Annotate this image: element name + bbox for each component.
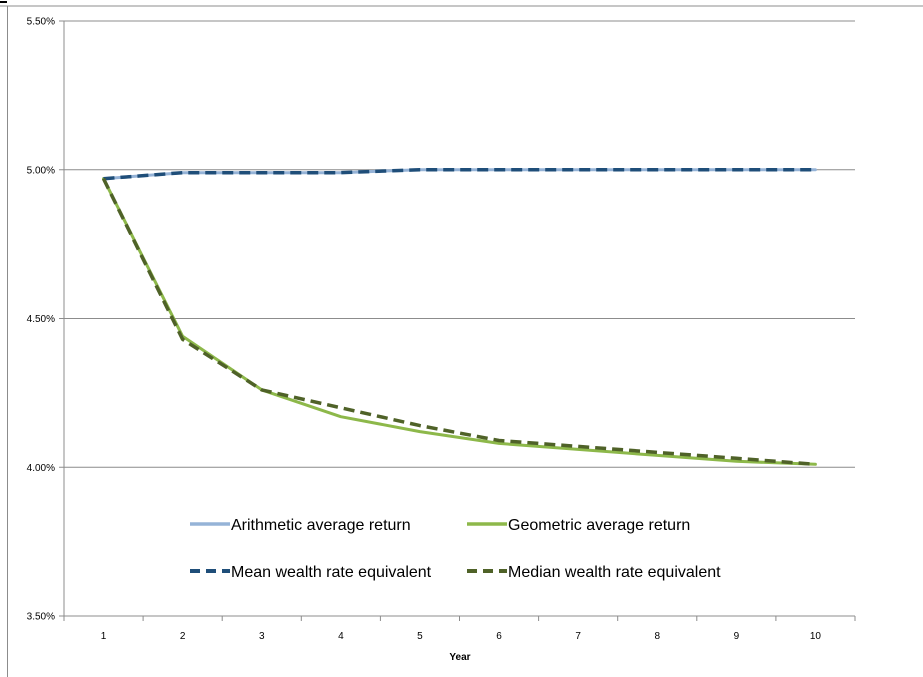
series-lines — [101, 167, 817, 467]
x-tick-label: 4 — [338, 631, 344, 642]
legend-label: Mean wealth rate equivalent — [231, 564, 432, 581]
y-tick-label: 3.50% — [27, 612, 55, 623]
series-line-2 — [102, 177, 817, 466]
legend-label: Median wealth rate equivalent — [508, 564, 721, 581]
x-tick-label: 9 — [734, 631, 740, 642]
series-line-4 — [101, 177, 816, 467]
series-line-1 — [102, 168, 817, 181]
x-tick-label: 6 — [496, 631, 502, 642]
x-tick-label: 10 — [810, 631, 822, 642]
y-tick-label: 5.00% — [27, 165, 55, 176]
x-tick-label: 1 — [101, 631, 107, 642]
gridlines — [64, 20, 855, 617]
y-tick-label: 4.00% — [27, 463, 55, 474]
legend-label: Geometric average return — [508, 517, 690, 534]
x-tick-label: 7 — [575, 631, 581, 642]
legend-label: Arithmetic average return — [231, 517, 411, 534]
y-tick-label: 4.50% — [27, 314, 55, 325]
x-tick-label: 5 — [417, 631, 423, 642]
x-tick-label: 8 — [654, 631, 660, 642]
x-tick-label: 2 — [180, 631, 186, 642]
x-axis-title: Year — [449, 652, 470, 663]
y-tick-label: 5.50% — [27, 17, 55, 28]
x-tick-label: 3 — [259, 631, 265, 642]
legend: Arithmetic average return Geometric avera… — [190, 517, 721, 581]
